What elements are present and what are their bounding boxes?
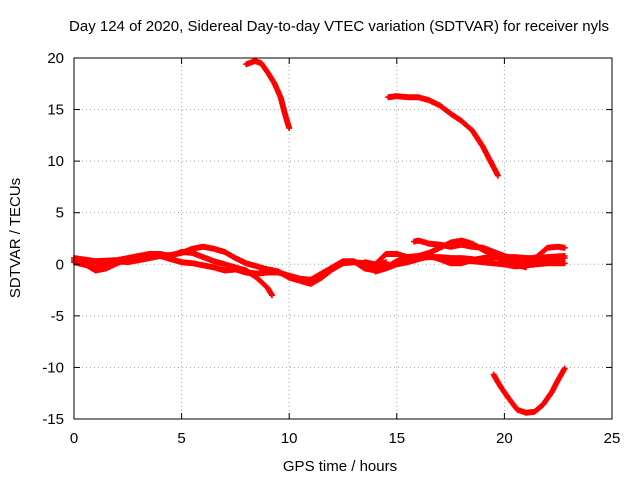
plot-frame [73,57,613,420]
series-arc-10 [447,257,568,270]
data-markers [243,58,293,132]
x-tick-label: 15 [388,430,405,447]
y-tick-label: -15 [42,411,64,428]
x-tick-label: 0 [70,430,78,447]
x-tick-label: 5 [177,430,185,447]
series-arc-1 [243,58,293,132]
x-tick-label: 20 [496,430,513,447]
data-markers [490,365,568,416]
x-tick-labels: 0 5 10 15 20 25 [70,430,621,447]
y-axis-label: SDTVAR / TECUs [7,178,24,298]
x-tick-label: 10 [281,430,298,447]
y-tick-label: 15 [47,102,64,119]
data-markers [411,237,568,264]
series-arc-9 [411,237,568,264]
y-tick-label: 10 [47,153,64,170]
y-tick-label: 5 [56,205,64,222]
y-tick-label: -5 [51,308,64,325]
ticks [73,57,613,420]
series-arc-3 [490,365,568,416]
y-tick-label: 0 [56,256,64,273]
y-tick-label: -10 [42,359,64,376]
x-axis-label: GPS time / hours [283,458,397,475]
y-tick-label: 20 [47,50,64,67]
data-markers [385,93,501,179]
data-markers [447,257,568,270]
chart-title: Day 124 of 2020, Sidereal Day-to-day VTE… [69,18,609,35]
series-arc-2 [385,93,501,179]
x-tick-label: 25 [604,430,621,447]
grid [74,58,612,419]
y-tick-labels: -15 -10 -5 0 5 10 15 20 [42,50,64,428]
data-marks [71,58,568,416]
